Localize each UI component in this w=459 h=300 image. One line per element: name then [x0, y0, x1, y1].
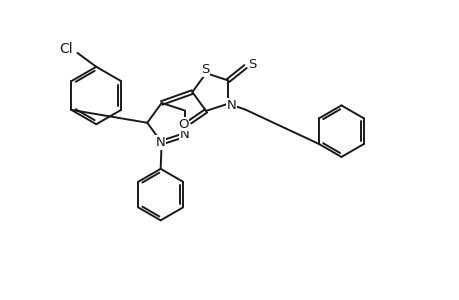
Text: S: S — [248, 58, 256, 70]
Text: S: S — [201, 63, 209, 76]
Text: Cl: Cl — [60, 42, 73, 56]
Text: N: N — [226, 99, 235, 112]
Text: N: N — [156, 136, 165, 149]
Text: N: N — [179, 128, 190, 142]
Text: O: O — [178, 118, 188, 131]
